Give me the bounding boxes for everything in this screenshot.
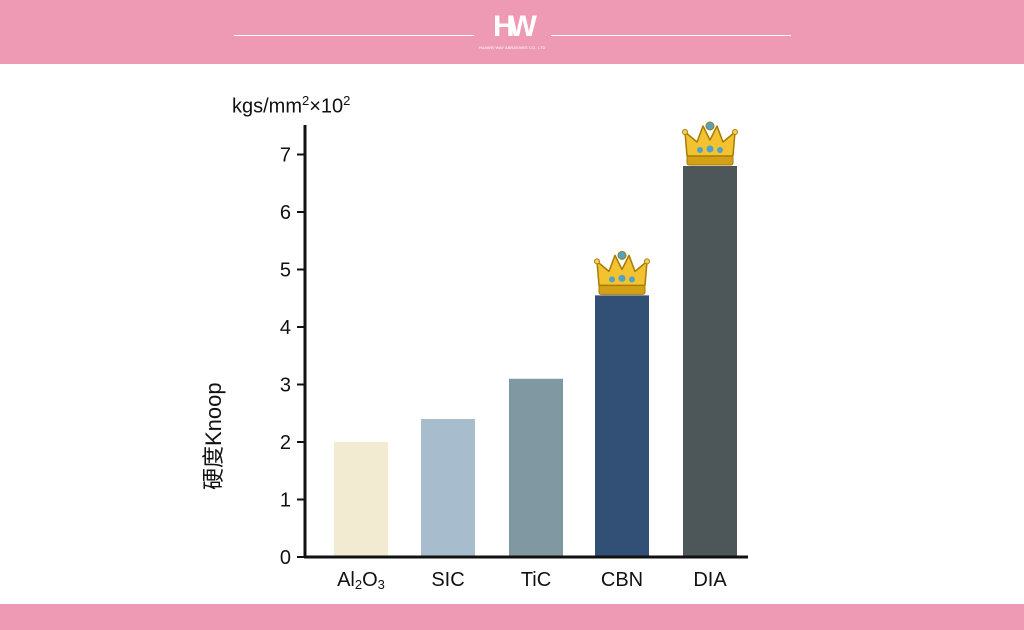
bar-tic — [509, 378, 563, 556]
x-tick-labels: Al2O3 SIC TiC CBN DIA — [337, 569, 727, 592]
x-tick-label-tic: TiC — [521, 569, 551, 591]
crown-icons — [594, 121, 738, 295]
unit-sup-2: 2 — [343, 93, 351, 108]
bar-cbn — [595, 295, 649, 556]
brand-logo: HW HUAWEI WAY ABRASIVES CO., LTD — [476, 10, 548, 54]
hardness-bar-chart: Al2O3 SIC TiC CBN DIA 0 1 2 3 4 5 6 7 — [280, 121, 748, 592]
x-tick-label-al2o3: Al2O3 — [337, 569, 385, 592]
chart-axes — [297, 125, 748, 559]
crown-icon-cbn — [594, 250, 650, 295]
unit-times: ×10 — [309, 95, 344, 118]
y-tick-label: 6 — [280, 202, 291, 224]
crown-icon-dia — [682, 121, 738, 166]
header-divider-left — [234, 35, 474, 36]
logo-tagline: HUAWEI WAY ABRASIVES CO., LTD — [478, 45, 546, 50]
bar-dia — [683, 166, 737, 556]
unit-sup-1: 2 — [302, 93, 310, 108]
y-axis-unit-label: kgs/mm2×102 — [232, 93, 350, 119]
y-tick-label: 0 — [280, 547, 291, 569]
unit-base: kgs/mm — [232, 95, 302, 118]
y-tick-labels: 0 1 2 3 4 5 6 7 — [280, 145, 291, 570]
x-tick-label-sic: SIC — [431, 569, 464, 591]
footer-band — [0, 604, 1024, 630]
y-tick-label: 5 — [280, 260, 291, 282]
y-tick-label: 7 — [280, 145, 291, 167]
bar-al2o3 — [334, 442, 388, 556]
y-tick-label: 3 — [280, 375, 291, 397]
y-tick-label: 2 — [280, 432, 291, 454]
x-tick-label-dia: DIA — [693, 569, 727, 591]
y-tick-label: 1 — [280, 490, 291, 512]
y-tick-label: 4 — [280, 317, 291, 339]
header-divider-right — [551, 35, 791, 36]
header-band — [0, 0, 1024, 64]
logo-mark: HW — [493, 10, 537, 43]
x-tick-label-cbn: CBN — [601, 569, 643, 591]
bar-sic — [421, 419, 475, 556]
chart-bars — [334, 166, 737, 556]
